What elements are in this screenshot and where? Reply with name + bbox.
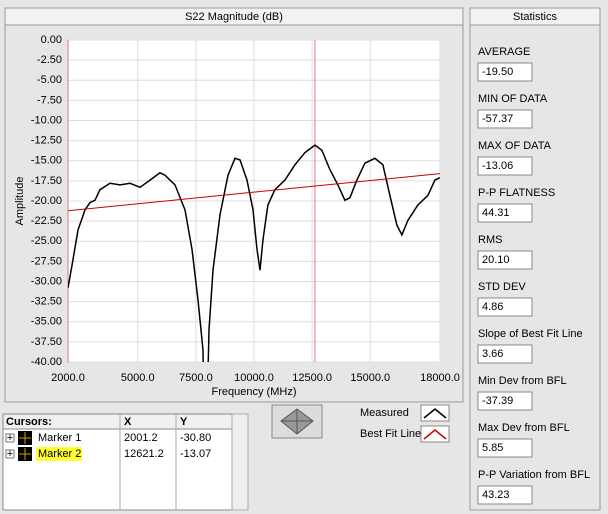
y-axis-label: Amplitude xyxy=(14,177,26,226)
series-line xyxy=(68,173,440,212)
stat-value: 4.86 xyxy=(482,301,503,313)
x-tick-label: 7500.0 xyxy=(179,372,213,384)
y-tick-label: -5.00 xyxy=(37,74,62,86)
cursor-row: + Marker 1 2001.2 -30.80 xyxy=(5,431,211,445)
y-tick-label: -37.50 xyxy=(31,336,62,348)
y-tick-label: -30.00 xyxy=(31,275,62,287)
stat-label: Slope of Best Fit Line xyxy=(478,328,583,340)
marker-cross xyxy=(19,448,31,460)
stat-box xyxy=(477,250,533,270)
stat-value: 5.85 xyxy=(482,442,503,454)
y-tick-label: -7.50 xyxy=(37,94,62,106)
stat-box xyxy=(477,203,533,223)
stat-value: 20.10 xyxy=(482,254,510,266)
stat-value: 3.66 xyxy=(482,348,503,360)
legend-swatch xyxy=(423,429,447,440)
y-tick-label: -10.00 xyxy=(31,114,62,126)
graph-title: S22 Magnitude (dB) xyxy=(185,11,283,23)
legend-swatch-box xyxy=(420,404,450,422)
y-tick-label: -40.00 xyxy=(31,356,62,368)
stat-label: MAX OF DATA xyxy=(478,140,552,152)
legend-swatch xyxy=(423,408,447,419)
stat-label: Max Dev from BFL xyxy=(478,422,570,434)
stat-value: 43.23 xyxy=(482,489,510,501)
scrollbar[interactable] xyxy=(231,413,249,511)
cursor-table xyxy=(2,413,249,511)
expand-box xyxy=(5,449,15,459)
legend-label: Measured xyxy=(360,407,409,419)
stats-title: Statistics xyxy=(513,11,558,23)
stat-label: RMS xyxy=(478,234,502,246)
stat-label: Min Dev from BFL xyxy=(478,375,567,387)
x-tick-label: 18000.0 xyxy=(420,372,460,384)
cursor-header-text: Cursors: xyxy=(6,416,52,428)
y-tick-label: -15.00 xyxy=(31,155,62,167)
stat-box xyxy=(477,344,533,364)
stat-value: -19.50 xyxy=(482,66,513,78)
expand-icon: + xyxy=(7,432,13,444)
cursor-cell: -30.80 xyxy=(180,432,211,444)
x-tick-label: 15000.0 xyxy=(350,372,390,384)
x-tick-label: 12500.0 xyxy=(292,372,332,384)
stat-label: P-P FLATNESS xyxy=(478,187,555,199)
y-tick-label: -20.00 xyxy=(31,195,62,207)
marker-cross xyxy=(19,432,31,444)
cursor-cell: Marker 1 xyxy=(38,432,81,444)
x-tick-label: 2000.0 xyxy=(51,372,85,384)
y-tick-label: -25.00 xyxy=(31,235,62,247)
stat-box xyxy=(477,391,533,411)
expand-icon: + xyxy=(7,448,13,460)
cursor-cell: 2001.2 xyxy=(124,432,158,444)
nav-button[interactable] xyxy=(271,404,323,439)
cursor-cell: Marker 2 xyxy=(38,448,81,460)
y-tick-label: -22.50 xyxy=(31,215,62,227)
cursor-cell: -13.07 xyxy=(180,448,211,460)
stat-label: STD DEV xyxy=(478,281,526,293)
stat-box xyxy=(477,109,533,129)
y-tick-label: 0.00 xyxy=(41,34,62,46)
y-tick-label: -17.50 xyxy=(31,175,62,187)
stat-box xyxy=(477,62,533,82)
legend-label: Best Fit Line xyxy=(360,428,421,440)
x-tick-label: 5000.0 xyxy=(121,372,155,384)
cursor-header-text: Y xyxy=(180,416,188,428)
y-tick-label: -35.00 xyxy=(31,316,62,328)
stat-value: 44.31 xyxy=(482,207,510,219)
marker-highlight xyxy=(36,447,82,461)
series-line xyxy=(68,144,440,362)
x-axis-label: Frequency (MHz) xyxy=(212,386,297,398)
legend-swatch-box xyxy=(420,425,450,443)
y-tick-label: -2.50 xyxy=(37,54,62,66)
stat-label: AVERAGE xyxy=(478,46,530,58)
cursor-header-text: X xyxy=(124,416,132,428)
stat-value: -13.06 xyxy=(482,160,513,172)
y-tick-label: -27.50 xyxy=(31,255,62,267)
stat-label: MIN OF DATA xyxy=(478,93,548,105)
x-tick-label: 10000.0 xyxy=(234,372,274,384)
y-tick-label: -32.50 xyxy=(31,296,62,308)
expand-box xyxy=(5,433,15,443)
stat-box xyxy=(477,156,533,176)
cursor-row: + Marker 2 12621.2 -13.07 xyxy=(5,447,211,461)
stat-box xyxy=(477,485,533,505)
stat-box xyxy=(477,438,533,458)
cursor-cell: 12621.2 xyxy=(124,448,164,460)
stat-label: P-P Variation from BFL xyxy=(478,469,590,481)
y-tick-label: -12.50 xyxy=(31,135,62,147)
stat-value: -37.39 xyxy=(482,395,513,407)
plot-lines xyxy=(68,144,440,362)
stat-value: -57.37 xyxy=(482,113,513,125)
stat-box xyxy=(477,297,533,317)
